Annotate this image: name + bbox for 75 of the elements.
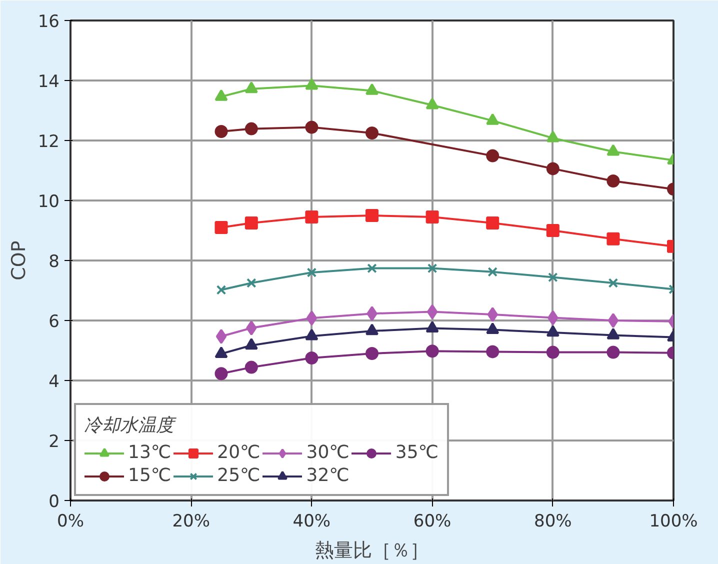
x-tick-label: 20% <box>172 512 210 532</box>
point <box>246 278 256 288</box>
y-tick-label: 4 <box>48 372 60 392</box>
legend-label: 20℃ <box>217 442 260 463</box>
point <box>486 149 500 162</box>
point <box>546 130 560 142</box>
point <box>427 263 438 274</box>
point <box>366 324 378 336</box>
point <box>214 125 228 138</box>
legend-label: 25℃ <box>217 465 260 486</box>
y-tick-label: 14 <box>38 72 60 92</box>
y-tick-label: 0 <box>48 492 60 512</box>
point <box>305 352 318 364</box>
y-tick-label: 12 <box>38 132 60 152</box>
point <box>366 347 378 360</box>
y-axis-title: COP <box>8 240 30 280</box>
point <box>606 232 620 246</box>
point <box>244 216 258 230</box>
legend-label: 15℃ <box>128 465 172 486</box>
point <box>305 210 318 224</box>
x-axis-title: 熱量比［％］ <box>315 540 429 562</box>
point <box>367 263 377 274</box>
x-tick-label: 60% <box>413 512 452 532</box>
point <box>608 313 619 328</box>
point <box>426 210 439 224</box>
point <box>244 338 258 350</box>
point <box>244 122 258 136</box>
point <box>305 120 318 134</box>
point <box>548 310 558 326</box>
point <box>606 346 620 359</box>
y-tick-label: 8 <box>48 252 60 272</box>
point <box>546 224 560 237</box>
point <box>426 304 438 320</box>
point <box>214 89 228 101</box>
point <box>546 162 560 176</box>
point <box>306 310 318 326</box>
point <box>216 285 226 295</box>
point <box>606 174 620 188</box>
legend-label: 13℃ <box>128 442 172 463</box>
point <box>487 307 498 322</box>
y-tick-label: 10 <box>38 192 60 212</box>
point <box>488 267 498 277</box>
point <box>214 221 228 234</box>
point <box>426 98 439 110</box>
point <box>486 113 500 125</box>
point <box>546 325 560 337</box>
point <box>486 216 500 230</box>
point <box>246 320 257 336</box>
point <box>366 306 378 322</box>
x-tick-label: 80% <box>534 512 572 532</box>
point <box>306 268 317 278</box>
point <box>244 82 258 94</box>
y-tick-label: 6 <box>48 312 60 332</box>
y-tick-label: 2 <box>48 432 60 452</box>
point <box>548 272 558 282</box>
point <box>366 126 378 140</box>
y-tick-label: 16 <box>38 12 60 32</box>
point <box>305 78 318 90</box>
point <box>546 346 560 359</box>
point <box>486 345 500 358</box>
legend-label: 30℃ <box>306 442 350 463</box>
point <box>608 278 618 288</box>
point <box>244 360 258 374</box>
x-tick-label: 0% <box>57 512 84 532</box>
x-tick-label: 40% <box>292 512 331 532</box>
legend-label: 35℃ <box>395 442 438 463</box>
point <box>606 144 620 156</box>
x-tick-label: 100% <box>649 512 698 532</box>
point <box>214 367 228 380</box>
legend-title: 冷却水温度 <box>84 414 178 437</box>
point <box>366 209 378 222</box>
point <box>426 344 439 358</box>
legend-label: 32℃ <box>306 465 350 486</box>
point <box>366 83 378 95</box>
point <box>216 328 227 344</box>
